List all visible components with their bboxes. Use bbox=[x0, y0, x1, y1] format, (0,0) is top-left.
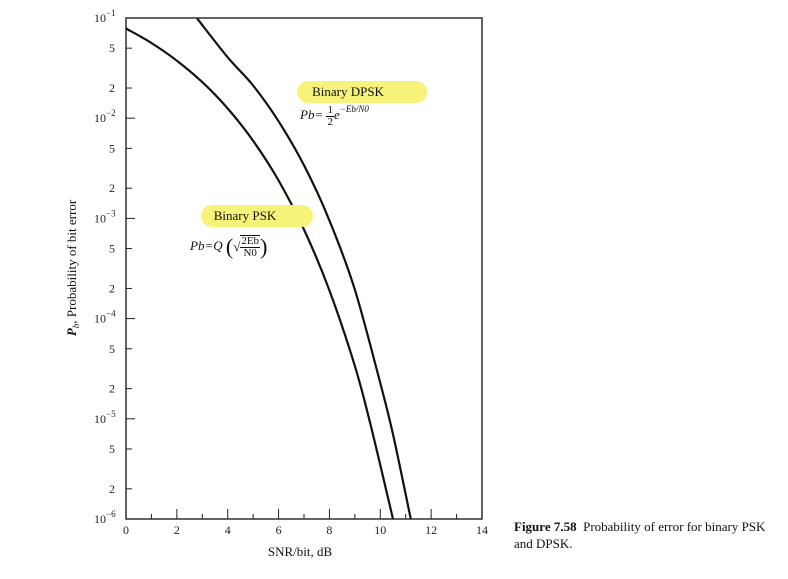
y-tick-label: 10−5 bbox=[94, 409, 116, 426]
psk-formula-num: 2Eb bbox=[240, 235, 261, 248]
x-tick-labels: 0 2 4 6 8 10 12 14 bbox=[123, 523, 488, 537]
caption-text: Probability of error for binary PSK and … bbox=[514, 519, 766, 551]
x-tick-label: 10 bbox=[374, 523, 386, 537]
psk-formula: Pb=Q (√ 2Eb N0) bbox=[190, 234, 268, 259]
x-tick-label: 14 bbox=[476, 523, 488, 537]
y-tick-label: 10−2 bbox=[94, 108, 116, 125]
dpsk-formula-exponent: −Eb/N0 bbox=[339, 104, 369, 114]
y-minor-label: 5 bbox=[109, 41, 115, 55]
x-tick-label: 2 bbox=[174, 523, 180, 537]
y-minor-label: 2 bbox=[109, 281, 115, 295]
psk-formula-den: N0 bbox=[243, 247, 257, 259]
y-minor-label: 2 bbox=[109, 482, 115, 496]
x-tick-label: 12 bbox=[425, 523, 437, 537]
psk-label: Binary PSK bbox=[214, 208, 277, 223]
x-tick-label: 4 bbox=[225, 523, 231, 537]
dpsk-label-highlight bbox=[297, 81, 427, 103]
y-tick-label: 10−6 bbox=[94, 509, 116, 526]
y-tick-label: 10−1 bbox=[94, 8, 116, 25]
y-minor-label: 2 bbox=[109, 181, 115, 195]
dpsk-formula-num: 1 bbox=[326, 103, 334, 117]
y-minor-label: 2 bbox=[109, 382, 115, 396]
x-tick-label: 6 bbox=[276, 523, 282, 537]
psk-label-highlight bbox=[201, 205, 313, 227]
dpsk-formula-den: 2 bbox=[327, 115, 333, 128]
dpsk-formula-lhs: Pb= bbox=[300, 107, 324, 122]
dpsk-curve bbox=[196, 17, 412, 520]
y-minor-label: 2 bbox=[109, 81, 115, 95]
x-tick-label: 0 bbox=[123, 523, 129, 537]
figure-caption: Figure 7.58 Probability of error for bin… bbox=[514, 518, 784, 552]
y-minor-label: 5 bbox=[109, 242, 115, 256]
y-minor-label: 5 bbox=[109, 342, 115, 356]
y-tick-labels: 10−1 10−2 10−3 10−4 10−5 10−6 5 2 5 2 5 2 5 2 5 2 bbox=[94, 8, 116, 526]
y-axis-title: Pb, Probability of bit error bbox=[64, 199, 81, 336]
psk-formula-lhs: Pb=Q bbox=[190, 237, 223, 253]
y-tick-label: 10−3 bbox=[94, 208, 116, 225]
series-curves bbox=[125, 17, 412, 520]
tick-marks bbox=[125, 17, 483, 520]
y-tick-label: 10−4 bbox=[94, 309, 116, 326]
dpsk-formula: Pb= 1 2 e−Eb/N0 bbox=[300, 104, 369, 128]
y-minor-label: 5 bbox=[109, 141, 115, 155]
dpsk-formula-exp-base: e bbox=[333, 107, 340, 122]
figure-number: Figure 7.58 bbox=[514, 519, 577, 534]
psk-curve bbox=[125, 27, 395, 520]
x-tick-label: 8 bbox=[326, 523, 332, 537]
x-axis-title: SNR/bit, dB bbox=[268, 544, 333, 559]
psk-formula-fraction: 2Eb N0 bbox=[240, 235, 261, 259]
dpsk-label: Binary DPSK bbox=[312, 84, 384, 99]
y-minor-label: 5 bbox=[109, 442, 115, 456]
